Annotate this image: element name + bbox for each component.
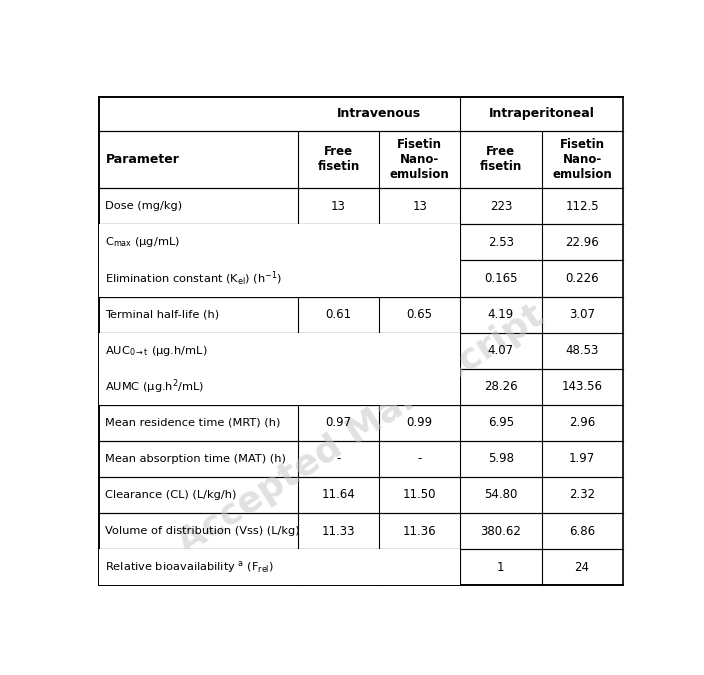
Text: Free
fisetin: Free fisetin bbox=[318, 146, 360, 173]
Text: 11.36: 11.36 bbox=[403, 524, 436, 537]
Text: Intravenous: Intravenous bbox=[337, 107, 421, 120]
Text: 13: 13 bbox=[331, 200, 346, 213]
Text: 6.95: 6.95 bbox=[488, 416, 514, 429]
Bar bbox=[99, 549, 460, 585]
Text: 22.96: 22.96 bbox=[565, 236, 599, 249]
Text: 0.165: 0.165 bbox=[484, 272, 517, 285]
Text: -: - bbox=[417, 452, 422, 465]
Bar bbox=[99, 333, 460, 369]
Text: 380.62: 380.62 bbox=[480, 524, 522, 537]
Text: Mean absorption time (MAT) (h): Mean absorption time (MAT) (h) bbox=[106, 454, 287, 464]
Text: 1.12: 1.12 bbox=[325, 344, 352, 357]
Text: 3.07: 3.07 bbox=[569, 308, 595, 321]
Text: C$_{\mathregular{max}}$ ($\mathregular{\mu}$g/mL): C$_{\mathregular{max}}$ ($\mathregular{\… bbox=[106, 236, 180, 249]
Text: 4.19: 4.19 bbox=[488, 308, 514, 321]
Text: 0.99: 0.99 bbox=[407, 416, 433, 429]
Text: -: - bbox=[337, 561, 341, 574]
Bar bbox=[99, 369, 460, 405]
Text: 1.136: 1.136 bbox=[322, 272, 356, 285]
Text: Volume of distribution (Vss) (L/kg): Volume of distribution (Vss) (L/kg) bbox=[106, 526, 300, 536]
Text: AUC$_{\mathregular{0\rightarrow t}}$ ($\mathregular{\mu}$g.h/mL): AUC$_{\mathregular{0\rightarrow t}}$ ($\… bbox=[106, 344, 208, 358]
Bar bbox=[99, 261, 460, 296]
Text: 1.97: 1.97 bbox=[569, 452, 595, 465]
Text: 2.53: 2.53 bbox=[488, 236, 514, 249]
Text: 0.97: 0.97 bbox=[325, 416, 351, 429]
Text: 24: 24 bbox=[574, 561, 589, 574]
Text: 11.64: 11.64 bbox=[322, 489, 356, 502]
Text: Mean residence time (MRT) (h): Mean residence time (MRT) (h) bbox=[106, 418, 281, 428]
Text: 2.32: 2.32 bbox=[569, 489, 595, 502]
Text: 0.61: 0.61 bbox=[325, 308, 351, 321]
Text: 223: 223 bbox=[490, 200, 512, 213]
Text: 4.07: 4.07 bbox=[488, 344, 514, 357]
Text: 112.5: 112.5 bbox=[565, 200, 599, 213]
Text: AUMC ($\mathregular{\mu}$g.h$^{\mathregular{2}}$/mL): AUMC ($\mathregular{\mu}$g.h$^{\mathregu… bbox=[106, 377, 205, 396]
Text: Relative bioavailability $^{\mathregular{a}}$ (F$_{\mathregular{rel}}$): Relative bioavailability $^{\mathregular… bbox=[106, 559, 275, 575]
Text: 0.226: 0.226 bbox=[565, 272, 599, 285]
Text: -: - bbox=[337, 452, 341, 465]
Text: Dose (mg/kg): Dose (mg/kg) bbox=[106, 201, 182, 211]
Text: Fisetin
Nano-
emulsion: Fisetin Nano- emulsion bbox=[552, 138, 612, 181]
Text: 1.13: 1.13 bbox=[407, 344, 433, 357]
Text: 5.98: 5.98 bbox=[488, 452, 514, 465]
Text: Parameter: Parameter bbox=[106, 153, 180, 166]
Text: -: - bbox=[417, 561, 422, 574]
Bar bbox=[99, 224, 460, 261]
Text: 1: 1 bbox=[497, 561, 505, 574]
Text: 54.80: 54.80 bbox=[484, 489, 517, 502]
Text: Intraperitoneal: Intraperitoneal bbox=[489, 107, 594, 120]
Text: 0.65: 0.65 bbox=[407, 308, 433, 321]
Text: Elimination constant (K$_{\mathregular{el}}$) (h$^{\mathregular{-1}}$): Elimination constant (K$_{\mathregular{e… bbox=[106, 269, 282, 288]
Text: 5.3: 5.3 bbox=[410, 236, 429, 249]
Text: 28.26: 28.26 bbox=[484, 380, 517, 394]
Text: 11.33: 11.33 bbox=[322, 524, 356, 537]
Text: 11.50: 11.50 bbox=[403, 489, 436, 502]
Text: 1.12: 1.12 bbox=[407, 380, 433, 394]
Text: Fisetin
Nano-
emulsion: Fisetin Nano- emulsion bbox=[390, 138, 450, 181]
Text: 6.0: 6.0 bbox=[329, 236, 348, 249]
Text: 48.53: 48.53 bbox=[565, 344, 599, 357]
Text: 6.86: 6.86 bbox=[569, 524, 595, 537]
Text: Clearance (CL) (L/kg/h): Clearance (CL) (L/kg/h) bbox=[106, 490, 237, 500]
Text: 143.56: 143.56 bbox=[562, 380, 603, 394]
Text: Accepted Manuscript: Accepted Manuscript bbox=[171, 298, 551, 560]
Text: 13: 13 bbox=[413, 200, 427, 213]
Text: 2.96: 2.96 bbox=[569, 416, 595, 429]
Text: 1.072: 1.072 bbox=[403, 272, 436, 285]
Text: 1.09: 1.09 bbox=[325, 380, 351, 394]
Text: Free
fisetin: Free fisetin bbox=[480, 146, 522, 173]
Text: Terminal half-life (h): Terminal half-life (h) bbox=[106, 310, 220, 319]
